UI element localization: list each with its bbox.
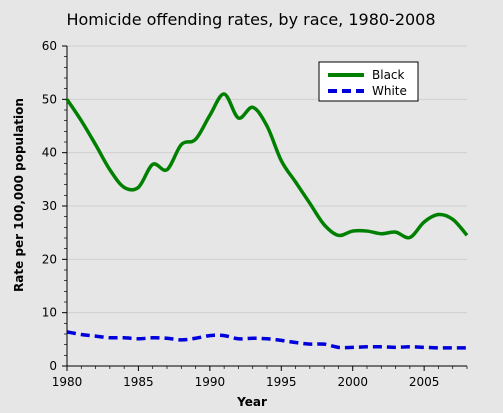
- tick-marks-and-labels: 0 10 20 30 40 50 60 1980 1985 1990 1995 2000 2005: [42, 39, 468, 389]
- gridlines: [67, 45, 467, 314]
- y-tick-label-60: 60: [42, 39, 57, 53]
- chart-title: Homicide offending rates, by race, 1980-…: [66, 10, 435, 29]
- y-tick-label-10: 10: [42, 306, 57, 320]
- y-tick-label-0: 0: [49, 359, 57, 373]
- legend: Black White: [318, 61, 419, 102]
- x-tick-label-1990: 1990: [195, 375, 226, 389]
- y-tick-label-50: 50: [42, 92, 57, 106]
- x-tick-label-2000: 2000: [337, 375, 368, 389]
- y-axis-label: Rate per 100,000 population: [12, 98, 26, 292]
- series-line-white: [66, 330, 467, 350]
- x-tick-label-1985: 1985: [123, 375, 154, 389]
- legend-box: [318, 61, 419, 102]
- x-tick-label-1980: 1980: [52, 375, 83, 389]
- series-line-black: [65, 92, 469, 240]
- x-tick-label-1995: 1995: [266, 375, 297, 389]
- y-tick-label-20: 20: [42, 252, 57, 266]
- x-tick-label-2005: 2005: [409, 375, 440, 389]
- x-axis-label: Year: [236, 395, 267, 409]
- y-tick-label-30: 30: [42, 199, 57, 213]
- data-series: [65, 92, 469, 350]
- legend-label-white: White: [372, 84, 407, 98]
- y-tick-label-40: 40: [42, 146, 57, 160]
- legend-label-black: Black: [372, 68, 405, 82]
